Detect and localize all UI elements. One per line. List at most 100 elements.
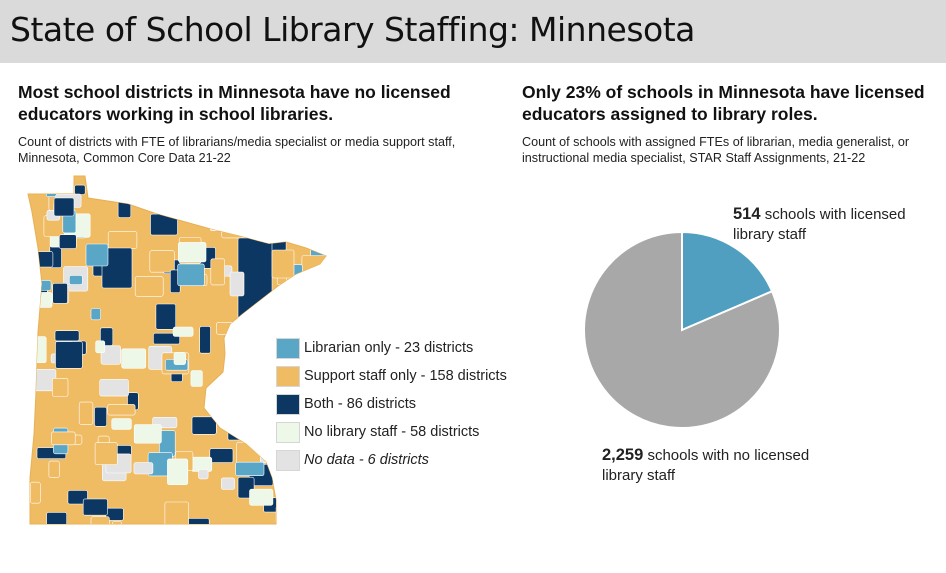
unlicensed-count: 2,259 <box>602 446 644 464</box>
legend-swatch <box>276 393 300 415</box>
district-shape <box>31 336 47 364</box>
district-shape <box>58 234 77 249</box>
district-shape <box>221 477 235 490</box>
district-shape <box>316 515 326 524</box>
legend-swatch <box>276 421 300 443</box>
district-shape <box>121 348 147 369</box>
district-shape <box>263 195 283 208</box>
legend-item-both: Both - 86 districts <box>276 390 507 418</box>
district-shape <box>45 176 68 197</box>
district-shape <box>178 242 207 263</box>
district-shape <box>275 505 294 524</box>
district-shape <box>172 326 194 337</box>
district-shape <box>53 197 75 217</box>
district-shape <box>149 176 171 201</box>
district-shape <box>249 488 274 506</box>
district-shape <box>230 212 256 231</box>
district-shape <box>310 237 326 258</box>
legend-label: Support staff only - 158 districts <box>304 368 507 384</box>
legend-item-support-only: Support staff only - 158 districts <box>276 362 507 390</box>
legend-swatch <box>276 449 300 471</box>
district-shape <box>167 458 189 485</box>
district-shape <box>107 404 136 416</box>
district-shape <box>153 332 180 345</box>
district-shape <box>52 378 69 397</box>
title-bar: State of School Library Staffing: Minnes… <box>0 0 946 63</box>
district-shape <box>50 431 76 446</box>
legend-label: No data - 6 districts <box>304 452 429 468</box>
district-shape <box>48 460 60 478</box>
unlicensed-text: schools with no licensed library staff <box>602 447 810 484</box>
district-shape <box>187 518 210 524</box>
district-shape <box>30 481 41 504</box>
district-shape <box>150 213 178 236</box>
district-shape <box>67 490 88 505</box>
legend-item-no-data: No data - 6 districts <box>276 446 507 474</box>
district-shape <box>74 184 86 195</box>
district-shape <box>90 516 110 524</box>
district-shape <box>51 176 71 190</box>
district-shape <box>301 312 326 331</box>
district-shape <box>300 504 311 520</box>
district-shape <box>94 442 118 466</box>
district-shape <box>292 264 303 277</box>
district-shape <box>271 249 295 279</box>
district-shape <box>177 263 205 287</box>
district-shape <box>240 189 258 208</box>
district-shape <box>229 271 245 297</box>
district-shape <box>85 243 109 267</box>
legend-item-librarian-only: Librarian only - 23 districts <box>276 334 507 362</box>
map-legend: Librarian only - 23 districts Support st… <box>276 334 507 474</box>
legend-swatch <box>276 365 300 387</box>
district-shape <box>31 292 53 308</box>
district-shape <box>243 343 258 365</box>
district-shape <box>233 402 261 417</box>
pie-heading: Only 23% of schools in Minnesota have li… <box>522 82 925 124</box>
district-shape <box>95 340 106 354</box>
district-shape <box>133 462 154 475</box>
district-shape <box>54 330 80 342</box>
district-shape <box>175 199 203 220</box>
legend-swatch <box>276 337 300 359</box>
district-shape <box>301 472 326 494</box>
district-shape <box>173 352 186 365</box>
district-shape <box>99 379 129 397</box>
district-shape <box>190 370 203 387</box>
school-staffing-pie-chart <box>583 230 781 429</box>
minnesota-district-map <box>27 175 327 525</box>
district-shape <box>133 424 162 444</box>
district-shape <box>235 461 265 477</box>
district-shape <box>170 194 187 208</box>
district-shape <box>310 285 326 304</box>
district-shape <box>101 247 133 289</box>
district-shape <box>52 283 68 304</box>
district-shape <box>287 322 299 334</box>
district-shape <box>198 469 209 480</box>
pie-subtitle: Count of schools with assigned FTEs of l… <box>522 135 910 165</box>
district-shape <box>313 268 326 284</box>
district-shape <box>320 177 326 204</box>
licensed-text: schools with licensed library staff <box>733 206 906 243</box>
pie-annotation-licensed: 514 schools with licensed library staff <box>733 204 933 245</box>
district-shape <box>236 441 261 464</box>
map-heading: Most school districts in Minnesota have … <box>18 82 451 124</box>
district-shape <box>241 418 271 429</box>
district-shape <box>209 448 234 463</box>
district-shape <box>311 477 325 488</box>
district-shape <box>78 401 94 425</box>
district-shape <box>155 303 176 330</box>
licensed-count: 514 <box>733 205 761 223</box>
legend-label: No library staff - 58 districts <box>304 424 480 440</box>
district-shape <box>164 501 189 524</box>
district-shape <box>82 498 108 516</box>
pie-slice-unlicensed <box>583 230 781 429</box>
district-shape <box>298 212 323 235</box>
pie-slice-licensed <box>681 230 774 332</box>
district-shape <box>227 424 256 441</box>
district-shape <box>316 233 326 244</box>
district-shape <box>94 406 107 427</box>
district-shape <box>149 250 175 273</box>
district-shape <box>55 341 83 369</box>
district-shape <box>191 416 217 435</box>
district-shape <box>112 521 122 524</box>
